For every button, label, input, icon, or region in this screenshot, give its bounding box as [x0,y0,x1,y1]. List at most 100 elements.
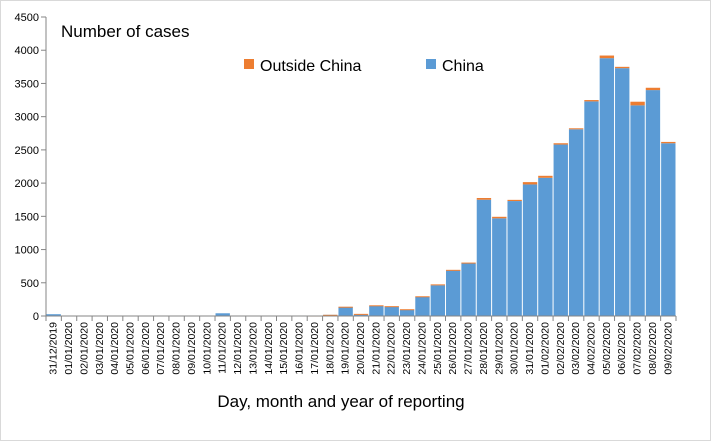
y-tick-label: 4000 [15,45,39,57]
bar-china [461,263,476,316]
legend-label-china: China [442,58,484,75]
x-tick-label: 13/01/2020 [247,322,259,375]
bar-china [538,177,553,316]
x-tick-label: 12/01/2020 [232,322,244,375]
bar-china [430,285,446,316]
bar-outside-china [384,306,399,308]
x-tick-label: 09/02/2020 [662,322,674,375]
x-tick-label: 07/01/2020 [155,322,167,375]
x-tick-label: 16/01/2020 [294,322,306,375]
x-tick-label: 09/01/2020 [186,322,198,375]
x-tick-label: 17/01/2020 [309,322,321,375]
bar-outside-china [645,87,661,91]
x-tick-label: 20/01/2020 [355,322,367,375]
bar-outside-china [538,175,553,178]
bar-outside-china [522,182,538,185]
bars-layer [46,55,676,317]
x-axis-label: Day, month and year of reporting [217,392,464,411]
bar-outside-china [430,284,446,286]
y-tick-label: 2000 [15,178,39,190]
bar-china [399,309,415,316]
bar-china [645,90,661,316]
bar-china [446,270,461,316]
bar-outside-china [599,55,615,59]
x-tick-label: 01/01/2020 [63,322,75,375]
x-tick-label: 06/02/2020 [616,322,628,375]
x-tick-label: 04/01/2020 [109,322,121,375]
bar-outside-china [461,262,476,264]
y-tick-label: 0 [33,311,39,323]
x-tick-label: 08/02/2020 [647,322,659,375]
bar-china [615,68,630,316]
bar-outside-china [446,269,461,271]
bar-outside-china [507,199,522,202]
bar-china [584,101,599,316]
x-tick-label: 01/02/2020 [539,322,551,375]
bar-outside-china [630,101,645,106]
bar-outside-china [584,100,599,102]
bar-china [369,305,384,316]
x-tick-label: 21/01/2020 [370,322,382,375]
x-tick-label: 11/01/2020 [217,322,229,374]
y-tick-label: 2500 [15,145,39,157]
bar-outside-china [369,305,384,307]
bar-outside-china [323,314,338,316]
bar-china [522,184,538,316]
bar-china [599,58,615,316]
x-tick-label: 04/02/2020 [585,322,597,375]
bar-china [384,306,399,316]
x-tick-label: 22/01/2020 [386,322,398,375]
x-tick-label: 31/01/2020 [524,322,536,375]
bar-outside-china [553,143,568,145]
x-tick-label: 06/01/2020 [140,322,152,375]
x-tick-label: 14/01/2020 [263,322,275,375]
x-tick-label: 30/01/2020 [509,322,521,375]
chart-title: Number of cases [61,22,190,41]
x-tick-label: 18/01/2020 [324,322,336,375]
bar-china [507,201,522,316]
x-tick-label: 07/02/2020 [632,322,644,375]
bar-china [568,129,584,316]
bar-outside-china [415,296,430,298]
bar-outside-china [338,306,353,308]
bar-china [476,199,492,316]
y-tick-label: 3000 [15,112,39,124]
x-tick-label: 03/02/2020 [570,322,582,375]
legend-label-outside-china: Outside China [260,58,361,75]
bar-china [553,144,568,316]
legend-swatch-outside-china [244,59,254,69]
axes-layer: 0 500 1000 1500 2000 2500 3000 3500 4000 4500 31/1… [15,12,677,375]
x-tick-label: 31/12/2019 [48,322,60,375]
bar-china [630,105,645,316]
x-tick-label: 23/01/2020 [401,322,413,375]
bar-outside-china [661,141,676,144]
x-tick-label: 25/01/2020 [432,322,444,375]
x-tick-label: 05/02/2020 [601,322,613,375]
bar-outside-china [476,197,492,200]
x-tick-label: 29/01/2020 [493,322,505,375]
x-tick-label: 08/01/2020 [171,322,183,375]
x-tick-label: 28/01/2020 [478,322,490,375]
x-tick-label: 26/01/2020 [447,322,459,375]
bar-outside-china [492,216,507,219]
x-tick-label: 02/01/2020 [78,322,90,375]
x-tick-label: 27/01/2020 [463,322,475,375]
bar-outside-china [399,309,415,311]
x-tick-label: 10/01/2020 [201,322,213,375]
bar-china [46,314,61,316]
x-tick-label: 03/01/2020 [94,322,106,375]
x-tick-label: 24/01/2020 [416,322,428,375]
y-tick-label: 1500 [15,211,39,223]
x-tick-label: 19/01/2020 [340,322,352,375]
bar-outside-china [615,66,630,69]
x-tick-label: 05/01/2020 [125,322,137,375]
bar-china [661,143,676,316]
bar-china [338,306,353,316]
y-tick-label: 4500 [15,12,39,24]
legend: Outside China China [244,58,484,75]
bar-china [353,314,369,316]
bar-china [215,313,230,316]
bar-china [415,296,430,316]
